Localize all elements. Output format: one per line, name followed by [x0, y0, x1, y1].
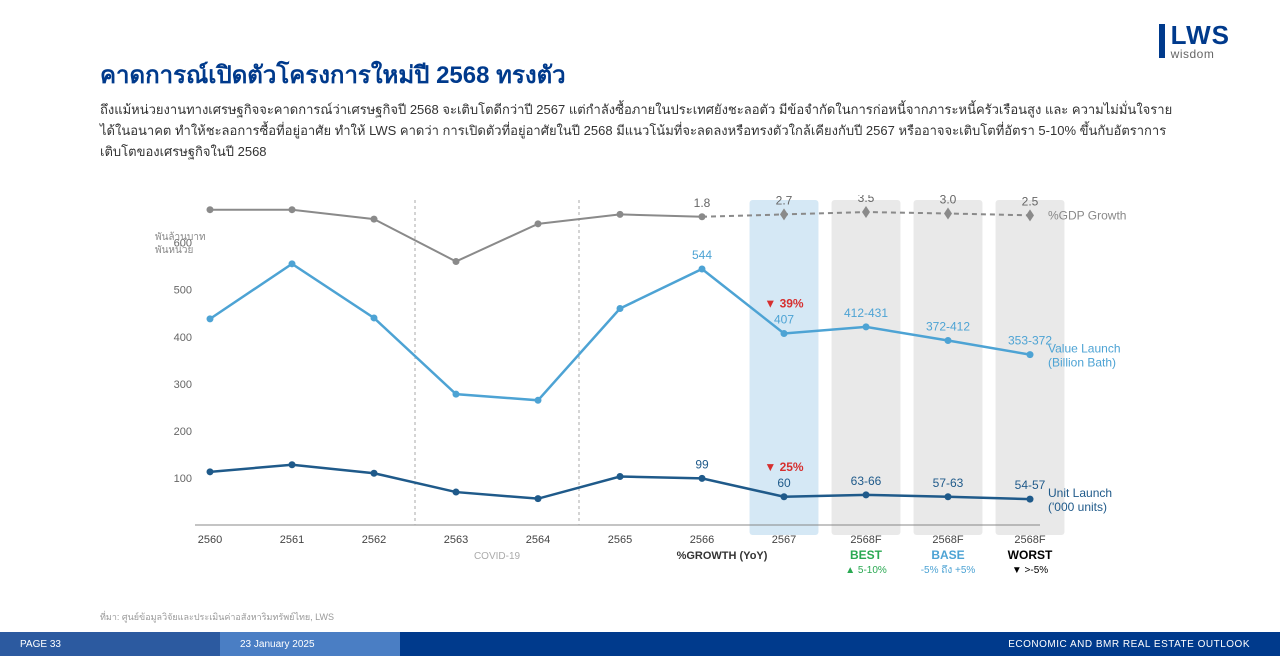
svg-text:200: 200	[174, 426, 192, 438]
svg-text:2561: 2561	[280, 534, 304, 546]
svg-text:99: 99	[695, 457, 709, 471]
svg-text:2568F: 2568F	[1014, 534, 1045, 546]
svg-text:544: 544	[692, 248, 712, 262]
svg-text:407: 407	[774, 312, 794, 326]
footer-bar: PAGE 33 23 January 2025 ECONOMIC AND BMR…	[0, 632, 1280, 656]
page-description: ถึงแม้หน่วยงานทางเศรษฐกิจจะคาดการณ์ว่าเศ…	[100, 100, 1180, 162]
svg-text:60: 60	[777, 476, 791, 490]
svg-text:(Billion Bath): (Billion Bath)	[1048, 356, 1116, 370]
svg-text:BASE: BASE	[931, 548, 964, 562]
svg-text:1.8: 1.8	[694, 196, 711, 210]
svg-text:2567: 2567	[772, 534, 796, 546]
svg-text:54-57: 54-57	[1015, 478, 1046, 492]
logo-lws: LWS	[1171, 22, 1230, 48]
logo: LWS wisdom	[1159, 22, 1230, 60]
footer-outlook: ECONOMIC AND BMR REAL ESTATE OUTLOOK	[978, 632, 1280, 656]
svg-text:100: 100	[174, 473, 192, 485]
svg-text:2563: 2563	[444, 534, 468, 546]
svg-text:2562: 2562	[362, 534, 386, 546]
svg-text:2565: 2565	[608, 534, 632, 546]
svg-text:2.5: 2.5	[1022, 195, 1039, 208]
svg-text:2564: 2564	[526, 534, 550, 546]
svg-text:-5% ถึง +5%: -5% ถึง +5%	[921, 564, 976, 575]
svg-text:COVID-19: COVID-19	[474, 551, 521, 562]
svg-text:▲ 5-10%: ▲ 5-10%	[845, 565, 887, 575]
logo-wisdom: wisdom	[1171, 48, 1230, 60]
svg-text:WORST: WORST	[1008, 548, 1053, 562]
svg-text:2560: 2560	[198, 534, 222, 546]
svg-text:2568F: 2568F	[932, 534, 963, 546]
forecast-chart: 100200300400500600พันล้านบาทพันหน่วย2560…	[140, 195, 1200, 575]
svg-text:BEST: BEST	[850, 548, 883, 562]
svg-text:พันล้านบาท: พันล้านบาท	[155, 231, 206, 243]
svg-text:%GROWTH (YoY): %GROWTH (YoY)	[677, 550, 768, 562]
svg-text:%GDP Growth: %GDP Growth	[1048, 208, 1126, 222]
svg-text:57-63: 57-63	[933, 476, 964, 490]
svg-text:พันหน่วย: พันหน่วย	[155, 245, 193, 256]
svg-text:Unit Launch: Unit Launch	[1048, 486, 1112, 500]
svg-text:('000 units): ('000 units)	[1048, 500, 1107, 514]
svg-text:412-431: 412-431	[844, 306, 888, 320]
footer-date: 23 January 2025	[220, 632, 400, 656]
svg-text:2.7: 2.7	[776, 195, 793, 207]
page-title: คาดการณ์เปิดตัวโครงการใหม่ปี 2568 ทรงตัว	[100, 55, 566, 94]
svg-text:▼ >-5%: ▼ >-5%	[1012, 565, 1048, 575]
svg-text:2566: 2566	[690, 534, 714, 546]
source-note: ที่มา: ศูนย์ข้อมูลวิจัยและประเมินค่าอสัง…	[100, 610, 334, 624]
svg-text:300: 300	[174, 379, 192, 391]
footer-page: PAGE 33	[0, 632, 220, 656]
svg-text:2568F: 2568F	[850, 534, 881, 546]
svg-text:3.0: 3.0	[940, 195, 957, 206]
svg-text:Value Launch: Value Launch	[1048, 342, 1121, 356]
svg-text:400: 400	[174, 332, 192, 344]
svg-text:63-66: 63-66	[851, 474, 882, 488]
svg-text:3.5: 3.5	[858, 195, 875, 205]
svg-text:353-372: 353-372	[1008, 334, 1052, 348]
svg-text:▼ 39%: ▼ 39%	[764, 296, 804, 310]
footer-spacer	[400, 632, 978, 656]
svg-text:372-412: 372-412	[926, 320, 970, 334]
svg-text:▼ 25%: ▼ 25%	[764, 460, 804, 474]
svg-text:500: 500	[174, 285, 192, 297]
logo-bar-icon	[1159, 24, 1165, 58]
